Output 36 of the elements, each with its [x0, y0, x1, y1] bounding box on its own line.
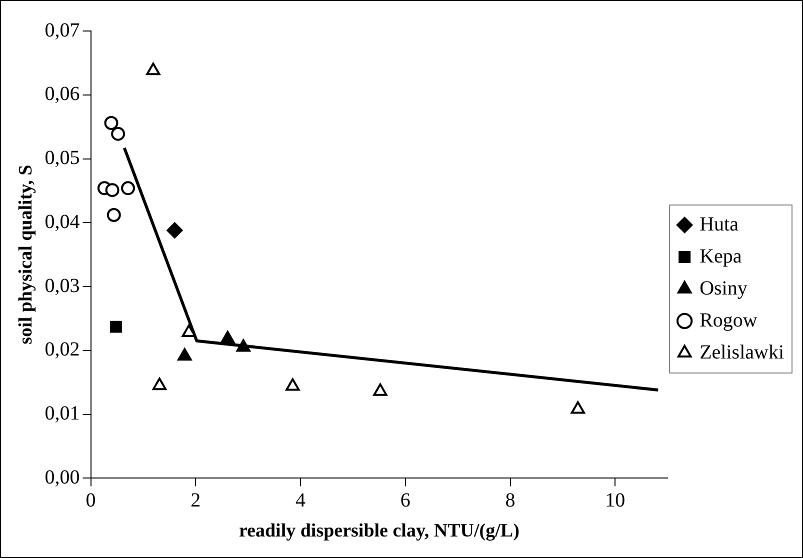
y-tick-label: 0,05	[44, 147, 80, 170]
x-axis-title: readily dispersible clay, NTU/(g/L)	[238, 520, 520, 542]
y-tick-label: 0,02	[44, 338, 80, 361]
point	[166, 222, 183, 238]
point	[178, 348, 192, 361]
y-tick-label: 0,03	[44, 274, 80, 297]
x-tick-label: 4	[296, 489, 306, 512]
y-tick-label: 0,07	[44, 19, 80, 42]
y-tick-label: 0,06	[44, 83, 80, 106]
y-tick-label: 0,04	[44, 210, 80, 233]
point	[105, 183, 120, 198]
x-tick-label: 0	[86, 489, 96, 512]
legend-label: Zelislawki	[700, 341, 784, 364]
x-tick-label: 6	[400, 489, 410, 512]
x-tick-label: 10	[605, 489, 626, 512]
x-tick-label: 2	[190, 489, 201, 512]
point	[570, 401, 585, 414]
point	[286, 378, 300, 391]
point	[111, 126, 126, 141]
point	[220, 330, 235, 344]
legend-label: Kepa	[700, 245, 742, 268]
point	[106, 208, 121, 222]
point	[121, 181, 136, 196]
point	[182, 324, 196, 338]
y-tick-label: 0,00	[44, 466, 80, 488]
legend-label: Huta	[700, 213, 739, 236]
legend-label: Osiny	[700, 277, 748, 300]
x-tick-label: 8	[505, 489, 516, 512]
point	[152, 378, 167, 390]
point	[236, 339, 250, 352]
y-axis-title: soil physical quality, S	[15, 164, 36, 344]
point	[104, 116, 118, 130]
point	[373, 383, 388, 396]
legend-label: Rogow	[700, 309, 758, 332]
y-tick-label: 0,01	[44, 402, 80, 425]
point	[110, 320, 122, 333]
